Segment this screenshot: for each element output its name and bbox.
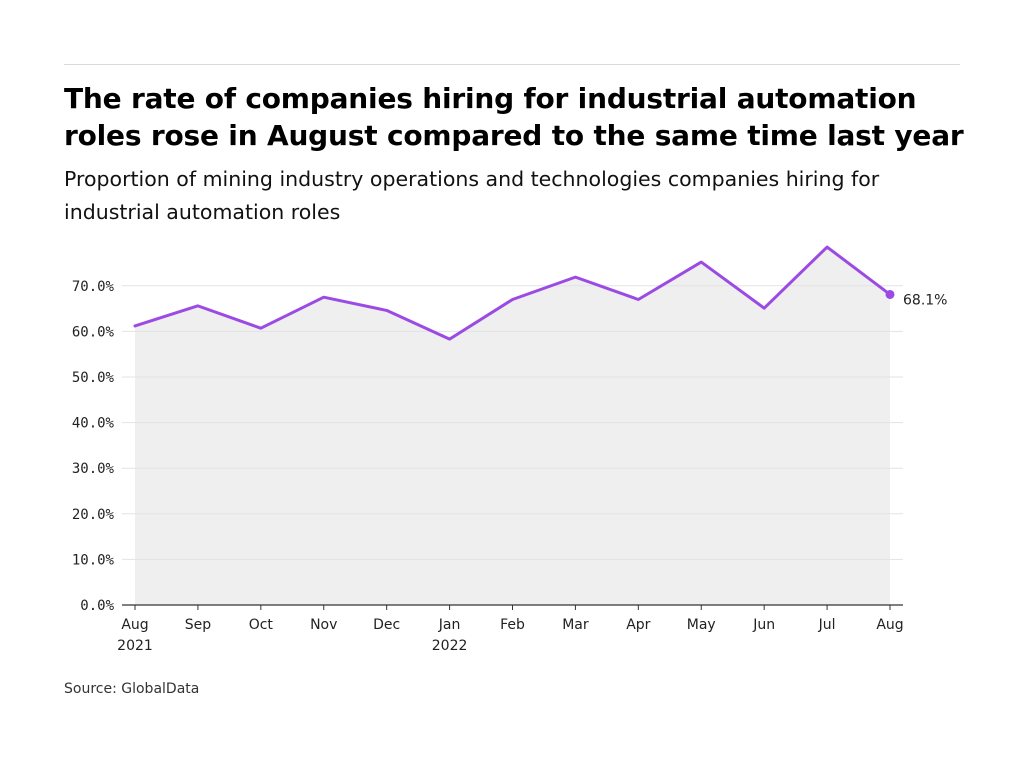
x-tick-label: Feb [500, 617, 525, 633]
x-tick-label: Aug [876, 617, 903, 633]
x-tick-label: Oct [249, 617, 274, 633]
x-tick-label: Mar [562, 617, 589, 633]
y-tick-label: 30.0% [72, 461, 115, 477]
y-tick-label: 50.0% [72, 370, 115, 386]
end-value-label: 68.1% [903, 292, 947, 308]
line-chart: 0.0% 10.0% 20.0% 30.0% 40.0% 50.0% 60.0% 70.0% A… [72, 245, 947, 654]
y-tick-label: 40.0% [72, 416, 115, 432]
series-line [133, 245, 892, 341]
x-tick-label: Aug [121, 617, 148, 633]
y-tick-label: 60.0% [72, 324, 115, 340]
x-tick-label: Jan [438, 617, 461, 633]
area-fill [135, 247, 890, 606]
y-tick-label: 10.0% [72, 552, 115, 568]
y-tick-label: 70.0% [72, 279, 115, 295]
x-tick-label: 2021 [117, 638, 153, 654]
chart-subtitle: Proportion of mining industry operations… [64, 167, 880, 224]
y-tick-label: 0.0% [80, 598, 114, 614]
top-divider [64, 64, 960, 65]
x-tick-label: Sep [185, 617, 212, 633]
y-tick-label: 20.0% [72, 507, 115, 523]
x-tick-label: Jun [752, 617, 775, 633]
x-tick-label: Dec [373, 617, 400, 633]
source-note: Source: GlobalData [64, 681, 200, 697]
end-point-marker [885, 289, 895, 299]
x-tick-label: Nov [310, 617, 337, 633]
x-tick-label: 2022 [432, 638, 468, 654]
x-tick-label: May [687, 617, 716, 633]
chart-title: The rate of companies hiring for industr… [64, 82, 964, 152]
x-tick-label: Jul [818, 617, 836, 633]
x-tick-label: Apr [626, 617, 650, 633]
